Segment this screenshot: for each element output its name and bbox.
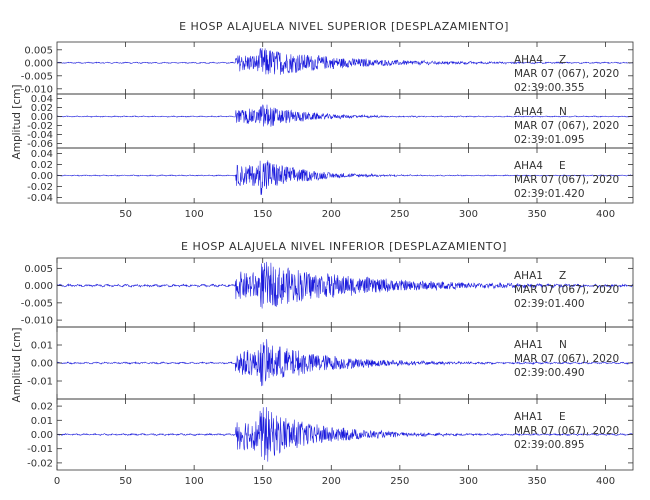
- y-tick-label: -0.010: [21, 84, 53, 95]
- y-tick-label: -0.02: [27, 121, 53, 132]
- y-tick-label: -0.06: [27, 139, 53, 150]
- x-tick-label: 400: [596, 209, 615, 220]
- panel-aha4-z: 0.005 0.000 -0.005 -0.010 AHA4 Z MAR 07 (067),…: [21, 41, 634, 95]
- y-tick-label: 0.04: [31, 94, 53, 105]
- x-tick-label: 250: [390, 476, 409, 487]
- waveform-trace: [57, 160, 634, 195]
- y-tick-label: -0.02: [27, 458, 53, 469]
- x-tick-label: 300: [459, 476, 478, 487]
- lower-chart-title: E HOSP ALAJUELA NIVEL INFERIOR [DESPLAZA…: [181, 240, 507, 253]
- panel-aha1-n: 0.01 0.00 -0.01 AHA1 N MAR 07 (067), 2020 02:3…: [27, 326, 634, 400]
- y-tick-label: -0.04: [27, 193, 53, 204]
- x-tick-label: 300: [459, 209, 478, 220]
- record-date-label: MAR 07 (067), 2020: [514, 284, 619, 296]
- station-component-label: AHA1 Z: [514, 270, 566, 282]
- y-tick-label: 0.000: [24, 58, 53, 69]
- y-tick-label: -0.02: [27, 182, 53, 193]
- x-tick-label: 50: [119, 209, 132, 220]
- y-tick-label: 0.000: [24, 281, 53, 292]
- record-date-label: MAR 07 (067), 2020: [514, 120, 619, 132]
- y-tick-label: -0.01: [27, 377, 53, 388]
- upper-y-axis-label: Amplitud [cm]: [11, 85, 23, 160]
- station-component-label: AHA1 E: [514, 411, 566, 423]
- x-tick-label: 400: [596, 476, 615, 487]
- station-component-label: AHA4 Z: [514, 54, 566, 66]
- record-time-label: 02:39:01.420: [514, 188, 585, 200]
- x-tick-label: 100: [185, 476, 204, 487]
- lower-y-axis-label: Amplitud [cm]: [11, 328, 23, 403]
- y-tick-label: 0.005: [24, 45, 53, 56]
- x-tick-label: 150: [253, 209, 272, 220]
- x-tick-label: 350: [527, 209, 546, 220]
- station-component-label: AHA1 N: [514, 339, 567, 351]
- y-tick-label: 0.00: [31, 171, 53, 182]
- y-tick-label: 0.005: [24, 264, 53, 275]
- x-tick-label: 0: [54, 476, 60, 487]
- record-date-label: MAR 07 (067), 2020: [514, 174, 619, 186]
- waveform-trace: [56, 261, 634, 309]
- station-component-label: AHA4 E: [514, 160, 566, 172]
- record-time-label: 02:39:00.895: [514, 439, 585, 451]
- waveform-trace: [56, 104, 634, 127]
- y-tick-label: 0.00: [31, 112, 53, 123]
- y-tick-label: -0.010: [21, 316, 53, 327]
- record-time-label: 02:39:01.400: [514, 298, 585, 310]
- x-tick-label: 200: [322, 209, 341, 220]
- y-tick-label: 0.04: [31, 149, 53, 160]
- y-tick-label: 0.01: [31, 341, 53, 352]
- x-tick-label: 100: [185, 209, 204, 220]
- record-time-label: 02:39:01.095: [514, 134, 585, 146]
- record-time-label: 02:39:00.355: [514, 82, 585, 94]
- panel-aha1-e: 0.02 0.01 0.00 -0.01 -0.02 AHA1 E MAR 07 (067),…: [27, 398, 634, 471]
- waveform-trace: [56, 339, 634, 387]
- y-tick-label: 0.02: [31, 402, 53, 413]
- panel-aha4-e: 0.040.020.00-0.02-0.04 AHA4 E MAR 07 (067),…: [27, 147, 634, 204]
- y-tick-label: 0.00: [31, 430, 53, 441]
- record-date-label: MAR 07 (067), 2020: [514, 425, 619, 437]
- record-date-label: MAR 07 (067), 2020: [514, 68, 619, 80]
- y-tick-label: -0.005: [21, 71, 53, 82]
- x-tick-label: 150: [253, 476, 272, 487]
- x-tick-label: 200: [322, 476, 341, 487]
- upper-chart-title: E HOSP ALAJUELA NIVEL SUPERIOR [DESPLAZA…: [179, 20, 509, 33]
- record-date-label: MAR 07 (067), 2020: [514, 353, 619, 365]
- record-time-label: 02:39:00.490: [514, 367, 585, 379]
- panel-aha4-n: 0.040.020.00-0.02-0.04-0.06 AHA4 N MAR 07 (…: [27, 93, 634, 150]
- y-tick-label: 0.02: [31, 160, 53, 171]
- station-component-label: AHA4 N: [514, 106, 567, 118]
- y-tick-label: -0.01: [27, 444, 53, 455]
- y-tick-label: 0.01: [31, 416, 53, 427]
- upper-seismogram-group: 0.005 0.000 -0.005 -0.010 AHA4 Z MAR 07 (067),…: [21, 41, 634, 220]
- panel-aha1-z: 0.005 0.000 -0.005 -0.010 AHA1 Z MAR 07 (067),…: [21, 257, 634, 328]
- y-tick-label: -0.005: [21, 298, 53, 309]
- y-tick-label: 0.00: [31, 359, 53, 370]
- x-tick-label: 250: [390, 209, 409, 220]
- y-tick-label: 0.02: [31, 103, 53, 114]
- waveform-trace: [56, 407, 634, 462]
- y-tick-label: -0.04: [27, 130, 53, 141]
- x-tick-label: 50: [119, 476, 132, 487]
- waveform-trace: [56, 48, 634, 75]
- x-tick-label: 350: [527, 476, 546, 487]
